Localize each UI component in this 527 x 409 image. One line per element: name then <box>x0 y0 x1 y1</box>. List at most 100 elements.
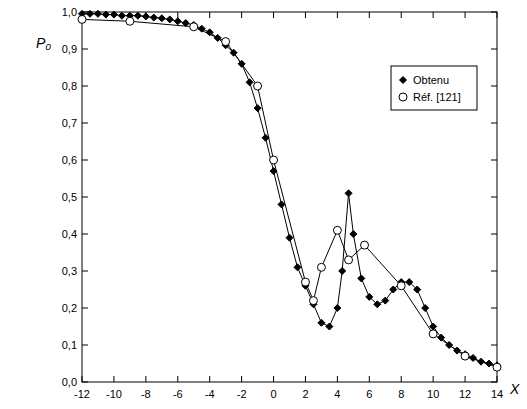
y-tick <box>82 382 88 383</box>
y-tick <box>82 345 88 346</box>
x-tick-label: -8 <box>141 388 151 400</box>
y-tick <box>491 382 497 383</box>
series-marker <box>429 330 437 338</box>
series-marker <box>350 231 357 238</box>
x-tick-label: 6 <box>366 388 372 400</box>
x-tick <box>369 376 370 382</box>
series-marker <box>270 156 278 164</box>
series-marker <box>102 11 109 18</box>
x-tick <box>401 12 402 18</box>
series-marker <box>134 12 141 19</box>
series-marker <box>345 190 352 197</box>
x-tick <box>465 376 466 382</box>
x-tick <box>337 12 338 18</box>
series-marker <box>158 15 165 22</box>
x-tick-label: -10 <box>106 388 122 400</box>
x-tick <box>401 376 402 382</box>
series-line <box>82 14 497 366</box>
series-marker <box>334 305 341 312</box>
series-marker <box>390 286 397 293</box>
x-tick-label: 2 <box>302 388 308 400</box>
y-tick <box>82 49 88 50</box>
x-tick <box>369 12 370 18</box>
y-tick <box>491 12 497 13</box>
series-marker <box>309 297 317 305</box>
x-tick <box>113 376 114 382</box>
y-tick <box>82 86 88 87</box>
x-tick <box>465 12 466 18</box>
y-tick-label: 0,4 <box>62 228 77 240</box>
series-marker <box>406 279 413 286</box>
y-tick-label: 0,8 <box>62 80 77 92</box>
series-marker <box>382 297 389 304</box>
y-tick <box>82 197 88 198</box>
x-tick <box>177 376 178 382</box>
series-marker <box>422 305 429 312</box>
x-tick-label: -4 <box>205 388 215 400</box>
y-tick-label: 0,1 <box>62 339 77 351</box>
legend-label: Réf. [121] <box>413 91 461 103</box>
y-tick <box>491 234 497 235</box>
series-marker <box>142 13 149 20</box>
x-tick <box>241 12 242 18</box>
x-tick <box>497 376 498 382</box>
series-marker <box>110 11 117 18</box>
x-tick <box>209 376 210 382</box>
x-tick-label: 14 <box>491 388 503 400</box>
series-marker <box>358 275 365 282</box>
y-tick <box>491 345 497 346</box>
y-tick-label: 0,7 <box>62 117 77 129</box>
series-marker <box>222 38 230 46</box>
series-marker <box>126 17 134 25</box>
series-marker <box>326 323 333 330</box>
x-tick <box>145 376 146 382</box>
x-tick <box>241 376 242 382</box>
y-tick <box>491 49 497 50</box>
y-tick-label: 0,0 <box>62 376 77 388</box>
legend-label: Obtenu <box>413 74 449 86</box>
x-tick <box>337 376 338 382</box>
series-marker <box>414 286 421 293</box>
x-tick <box>497 12 498 18</box>
x-tick-label: 12 <box>459 388 471 400</box>
series-marker <box>94 10 101 17</box>
y-tick <box>82 123 88 124</box>
x-tick-label: 0 <box>270 388 276 400</box>
plot-frame <box>82 12 497 382</box>
x-axis-label: X <box>509 381 520 397</box>
y-tick <box>491 160 497 161</box>
x-tick <box>82 376 83 382</box>
series-marker <box>294 264 301 271</box>
series-marker <box>361 241 369 249</box>
plot-area <box>78 10 501 371</box>
series-marker <box>246 79 253 86</box>
x-tick-label: -6 <box>173 388 183 400</box>
y-tick-label: 0,5 <box>62 191 77 203</box>
series-marker <box>86 10 93 17</box>
y-tick <box>491 197 497 198</box>
x-tick <box>433 12 434 18</box>
y-tick <box>82 234 88 235</box>
series-marker <box>339 268 346 275</box>
series-marker <box>374 301 381 308</box>
y-tick-label: 0,6 <box>62 154 77 166</box>
x-tick-label: 10 <box>427 388 439 400</box>
x-tick <box>305 376 306 382</box>
series-marker <box>366 293 373 300</box>
series-marker <box>317 263 325 271</box>
x-tick <box>433 376 434 382</box>
y-tick <box>82 160 88 161</box>
series-marker <box>278 201 285 208</box>
y-tick <box>491 123 497 124</box>
series-marker <box>345 256 353 264</box>
series-marker <box>430 323 437 330</box>
x-tick <box>273 376 274 382</box>
x-tick-label: -2 <box>237 388 247 400</box>
x-tick <box>273 12 274 18</box>
y-axis-label: P₀ <box>36 35 51 51</box>
series-marker <box>397 282 405 290</box>
chart: 0,00,10,20,30,40,50,60,70,80,91,0-12-10-… <box>0 0 527 409</box>
x-tick-label: -12 <box>74 388 90 400</box>
legend: Obtenu Réf. [121] <box>391 66 477 110</box>
y-tick <box>491 308 497 309</box>
